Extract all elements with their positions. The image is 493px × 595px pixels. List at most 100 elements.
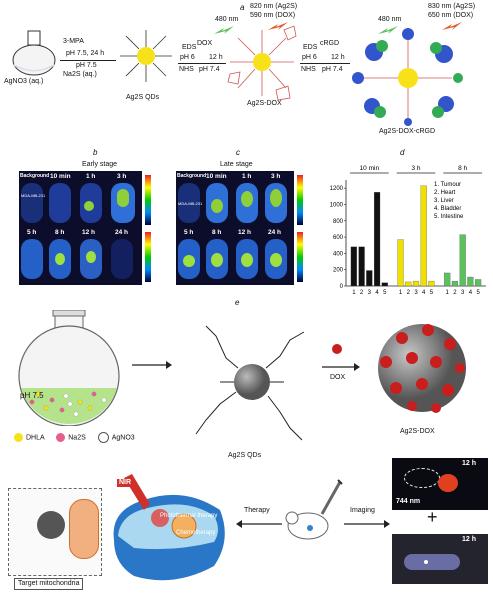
x-tick-label: 1 (399, 290, 403, 296)
panel-label-c: c (236, 148, 240, 157)
flask-label: AgNO3 (aq.) (4, 78, 44, 85)
qd-e-label: Ag2S QDs (228, 452, 262, 459)
flask-ph: pH 7.5 (20, 391, 44, 400)
emission-830-icon (442, 22, 462, 30)
step2-ph6: pH 6 (180, 54, 195, 61)
bar (397, 239, 404, 287)
x-tick-label: 5 (430, 290, 434, 296)
bar (350, 246, 357, 287)
y-tick-label: 0 (340, 284, 344, 290)
step2-eds: EDS (182, 44, 197, 51)
b-time-5: 8 h (55, 229, 65, 236)
y-tick-label: 800 (333, 219, 344, 225)
light3: 480 nm (378, 16, 402, 23)
ag2s-dox-nanoparticle (378, 324, 466, 413)
x-tick-label: 5 (476, 290, 480, 296)
bar (366, 270, 373, 287)
panel-label-d: d (400, 148, 405, 157)
img2-time: 12 h (462, 536, 477, 543)
y-tick-label: 1200 (330, 186, 344, 192)
target-mitochondria-label: Target mitochondria (14, 578, 84, 590)
step3-12h: 12 h (331, 54, 345, 61)
img1-wave: 744 nm (396, 498, 421, 505)
bar (475, 279, 482, 287)
synthesis-flask (18, 310, 120, 426)
b-time-6: 12 h (82, 229, 96, 236)
reagent-dot (91, 391, 97, 397)
b-colorbar-2 (145, 232, 151, 282)
reagent-dot (63, 393, 69, 399)
panel-b-title: Early stage (82, 161, 118, 168)
crgd-conjugate-label: Ag2S-DOX-cRGD (379, 128, 436, 135)
step1-arrow (60, 60, 116, 61)
step1-ph: pH 7.5 (76, 62, 97, 69)
reagent-dot (43, 405, 49, 411)
step2-arrow (178, 63, 226, 64)
bar (405, 281, 412, 287)
dox-conjugate-label: Ag2S-DOX (247, 100, 282, 107)
step3-eds: EDS (303, 44, 318, 51)
photothermal-label: Photothermal therapy (160, 513, 218, 519)
group-label: 3 h (411, 165, 420, 172)
x-tick-label: 2 (407, 290, 411, 296)
step2-12h: 12 h (209, 54, 223, 61)
step2-ph74: pH 7.4 (199, 66, 220, 73)
light4b: 650 nm (DOX) (428, 12, 474, 19)
b-time-1: 10 min (50, 173, 71, 180)
panel-label-b: b (93, 148, 98, 157)
legend-entry: 2. Heart (434, 190, 456, 196)
dhla-dot-icon (14, 433, 23, 442)
bar (444, 272, 451, 287)
b-time-2: 1 h (86, 173, 96, 180)
c-time-7: 24 h (268, 229, 282, 236)
legend-na2s: Na2S (68, 434, 86, 442)
target-mitochondria-box (8, 488, 102, 576)
step3-ph74: pH 7.4 (322, 66, 343, 73)
light2b: 590 nm (DOX) (250, 12, 296, 19)
legend-dhla: DHLA (26, 434, 45, 442)
legend-entry: 4. Bladder (434, 206, 461, 212)
reagent-dot (77, 399, 83, 405)
tumor-cell-illustration (113, 474, 225, 581)
x-tick-label: 3 (461, 290, 465, 296)
c-time-2: 1 h (242, 173, 252, 180)
step3-arrow (300, 63, 350, 64)
group-label: 8 h (458, 165, 467, 172)
b-time-4: 5 h (27, 229, 37, 236)
panel-c-title: Late stage (220, 161, 253, 168)
emission-820-icon (268, 22, 288, 30)
b-time-7: 24 h (115, 229, 129, 236)
c-time-6: 12 h (238, 229, 252, 236)
x-tick-label: 3 (368, 290, 372, 296)
qd-label: Ag2S QDs (126, 94, 160, 101)
late-stage-imaging-panel: Background 10 min 1 h 3 h MDA-MB-231 5 h… (176, 171, 294, 285)
bar (467, 276, 474, 287)
b-cell-label: MDA-MB-231 (21, 193, 46, 198)
chemotherapy-label: Chemotherapy (176, 530, 216, 536)
dox-arrow-label: DOX (330, 374, 346, 381)
ag2s-qd-dhla-structure (195, 325, 305, 441)
bright-field-image-panel: 12 h (392, 534, 488, 584)
bar (451, 280, 459, 287)
x-tick-label: 1 (446, 290, 450, 296)
c-colorbar (297, 175, 303, 225)
bar (358, 246, 365, 287)
c-time-0: Background (177, 173, 207, 179)
reagent-dot (101, 397, 107, 403)
ag2s-dox-conjugate (227, 25, 297, 101)
legend-entry: 1. Tumour (434, 182, 461, 188)
y-tick-label: 600 (333, 235, 344, 241)
imaging-arrow (344, 520, 390, 528)
x-tick-label: 2 (360, 290, 364, 296)
na2s-dot-icon (56, 433, 66, 442)
agno3-dot-icon (97, 432, 109, 443)
c-time-4: 5 h (184, 229, 194, 236)
step2-nhs: NHS (179, 66, 194, 73)
early-stage-imaging-panel: Background 10 min 1 h 3 h MDA-MB-231 5 h… (19, 171, 142, 285)
img1-time: 12 h (462, 460, 477, 467)
bar (459, 234, 466, 287)
mouse-with-syringe-icon (285, 479, 343, 540)
therapy-label: Therapy (244, 507, 270, 514)
b-colorbar (145, 175, 151, 225)
